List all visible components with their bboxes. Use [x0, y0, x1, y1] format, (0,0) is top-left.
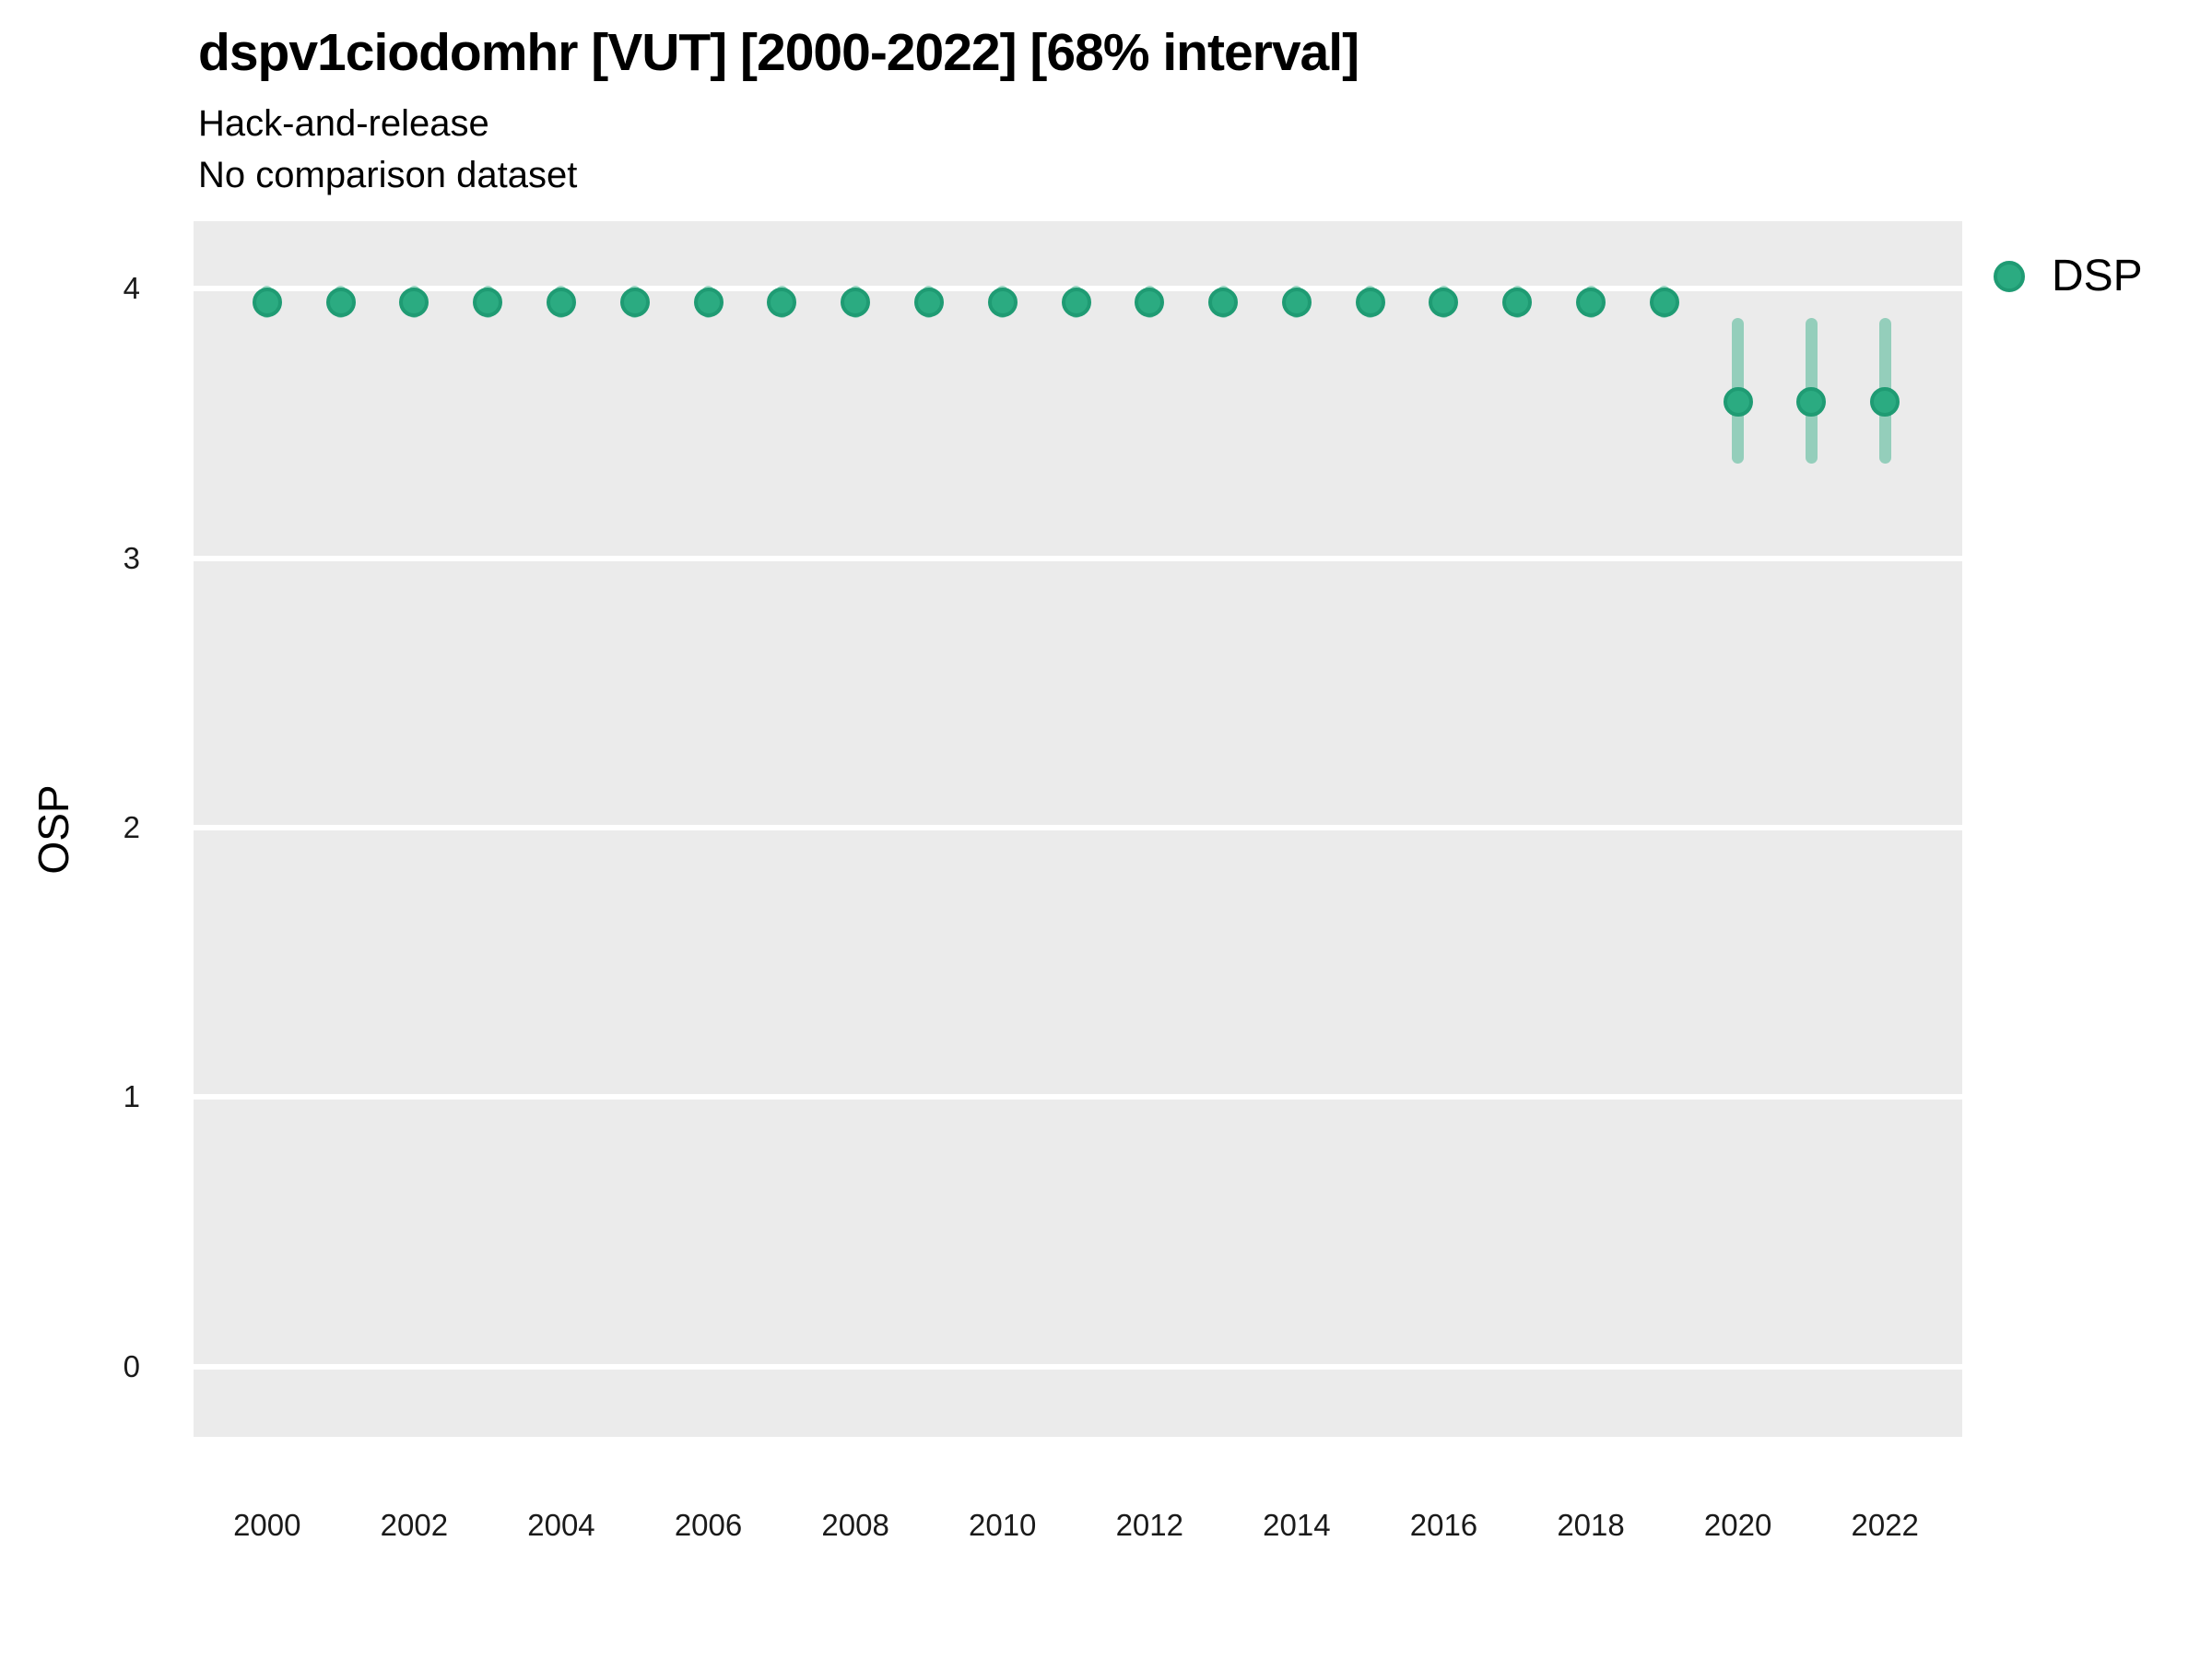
x-tick-label: 2008	[821, 1508, 889, 1542]
data-point	[399, 287, 429, 317]
data-point	[619, 287, 650, 317]
x-tick-label: 2018	[1557, 1508, 1625, 1542]
legend: DSP	[1994, 251, 2143, 302]
data-point	[913, 287, 944, 317]
data-point	[325, 287, 356, 317]
data-point	[841, 287, 871, 317]
x-tick-label: 2006	[674, 1508, 743, 1542]
data-point	[1355, 287, 1385, 317]
data-point	[1208, 287, 1239, 317]
x-tick-label: 2000	[233, 1508, 301, 1542]
gridline-y-0	[194, 1363, 1962, 1370]
data-point	[1135, 287, 1165, 317]
gridline-y-1	[194, 1094, 1962, 1100]
y-tick-label: 4	[123, 271, 140, 306]
legend-dot-icon	[1994, 261, 2025, 292]
x-tick-label: 2010	[968, 1508, 1037, 1542]
data-point	[1429, 287, 1459, 317]
data-point	[1502, 287, 1533, 317]
x-tick-label: 2014	[1263, 1508, 1331, 1542]
data-point	[1796, 386, 1827, 417]
chart-title: dspv1ciodomhr [VUT] [2000-2022] [68% int…	[198, 23, 1359, 82]
x-tick-label: 2022	[1851, 1508, 1919, 1542]
data-point	[1061, 287, 1091, 317]
data-point	[767, 287, 797, 317]
y-tick-label: 0	[123, 1348, 140, 1383]
gridline-y-2	[194, 825, 1962, 831]
legend-label: DSP	[2052, 252, 2143, 300]
data-point	[546, 287, 576, 317]
data-point	[1649, 287, 1679, 317]
x-tick-label: 2012	[1115, 1508, 1183, 1542]
gridline-y-3	[194, 555, 1962, 561]
data-point	[987, 287, 1018, 317]
y-tick-label: 3	[123, 540, 140, 575]
x-tick-label: 2004	[527, 1508, 595, 1542]
chart-subtitle: Hack-and-release	[198, 103, 489, 144]
data-point	[473, 287, 503, 317]
data-point	[1723, 386, 1753, 417]
chart-subtitle-line2: No comparison dataset	[198, 155, 578, 195]
plot-panel	[194, 221, 1962, 1437]
data-point	[1281, 287, 1312, 317]
data-point	[252, 287, 282, 317]
data-point	[1870, 386, 1900, 417]
y-tick-label: 2	[123, 810, 140, 845]
y-tick-label: 1	[123, 1079, 140, 1114]
data-point	[693, 287, 724, 317]
x-tick-label: 2002	[380, 1508, 449, 1542]
x-tick-label: 2016	[1409, 1508, 1478, 1542]
data-point	[1576, 287, 1606, 317]
x-tick-label: 2020	[1703, 1508, 1772, 1542]
